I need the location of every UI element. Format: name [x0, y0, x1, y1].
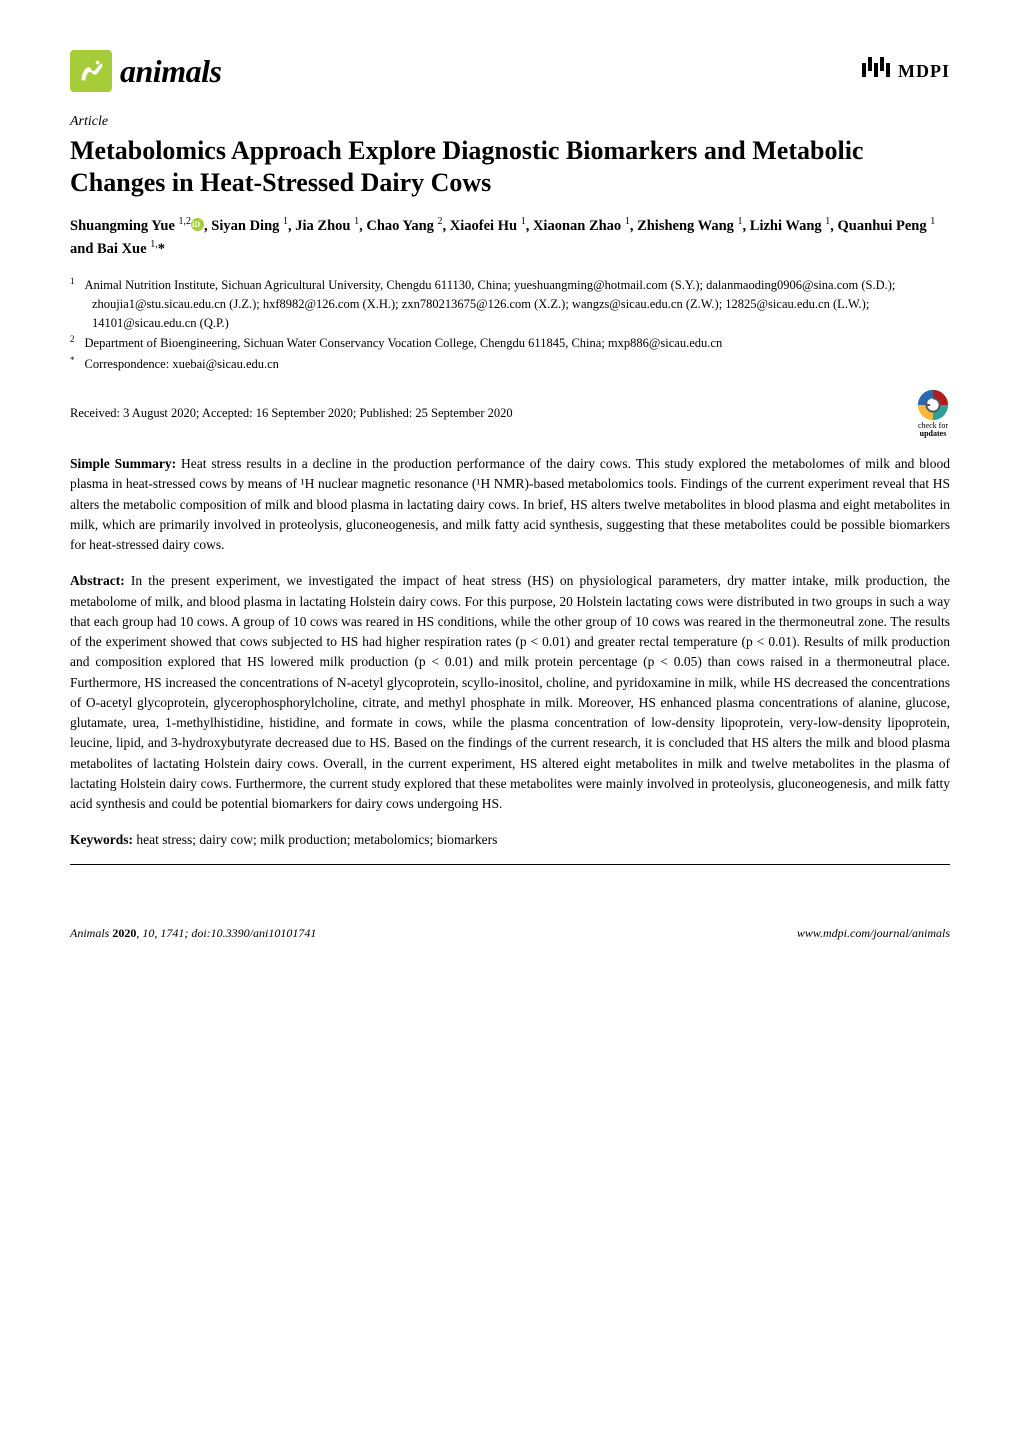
keywords-text: heat stress; dairy cow; milk production;… [133, 832, 497, 847]
publisher-name: MDPI [898, 58, 950, 84]
abstract-text: In the present experiment, we investigat… [70, 573, 950, 811]
affiliations-block: 1Animal Nutrition Institute, Sichuan Agr… [92, 275, 950, 374]
orcid-icon[interactable] [191, 218, 204, 231]
publisher-logo: MDPI [858, 53, 950, 89]
author-name: , Lizhi Wang [743, 218, 826, 234]
author-name: , Zhisheng Wang [630, 218, 738, 234]
check-updates-icon [916, 388, 950, 422]
author-name: , Siyan Ding [204, 218, 283, 234]
article-type: Article [70, 112, 950, 132]
article-title: Metabolomics Approach Explore Diagnostic… [70, 135, 950, 200]
keywords-rule [70, 864, 950, 865]
received-accepted-published: Received: 3 August 2020; Accepted: 16 Se… [70, 404, 513, 422]
page-footer: Animals 2020, 10, 1741; doi:10.3390/ani1… [70, 925, 950, 942]
author-name: , Xiaonan Zhao [526, 218, 625, 234]
affil-marker: 2 [70, 334, 75, 344]
simple-summary-label: Simple Summary: [70, 456, 176, 471]
simple-summary-text: Heat stress results in a decline in the … [70, 456, 950, 552]
mdpi-mark-icon [858, 53, 894, 89]
author-name: Shuangming Yue [70, 218, 179, 234]
simple-summary: Simple Summary: Heat stress results in a… [70, 454, 950, 555]
footer-url[interactable]: www.mdpi.com/journal/animals [797, 925, 950, 942]
affiliation-text: Animal Nutrition Institute, Sichuan Agri… [85, 278, 896, 330]
check-for-updates-badge[interactable]: check forupdates [916, 388, 950, 438]
footer-year: 2020 [112, 926, 136, 940]
author-list: Shuangming Yue 1,2 , Siyan Ding 1 , Jia Zh… [70, 214, 950, 261]
footer-citation: Animals 2020, 10, 1741; doi:10.3390/ani1… [70, 925, 316, 942]
header-row: animals MDPI [70, 48, 950, 94]
affil-marker: * [70, 355, 75, 365]
author-name: , Quanhui Peng [830, 218, 930, 234]
author-name: , Jia Zhou [288, 218, 354, 234]
keywords-label: Keywords: [70, 832, 133, 847]
affiliation-text: Department of Bioengineering, Sichuan Wa… [85, 336, 723, 350]
affil-sup: 1 [930, 216, 935, 227]
footer-vol-doi: , 10, 1741; doi:10.3390/ani10101741 [136, 926, 316, 940]
keywords: Keywords: heat stress; dairy cow; milk p… [70, 830, 950, 865]
dates-row: Received: 3 August 2020; Accepted: 16 Se… [70, 388, 950, 438]
author-name: , Xiaofei Hu [443, 218, 521, 234]
affiliation-row: *Correspondence: xuebai@sicau.edu.cn [92, 354, 950, 374]
abstract: Abstract: In the present experiment, we … [70, 571, 950, 814]
affiliation-text: Correspondence: xuebai@sicau.edu.cn [85, 357, 279, 371]
author-name: , Chao Yang [359, 218, 437, 234]
check-updates-line2: updates [920, 429, 947, 438]
journal-logo-icon [70, 50, 112, 92]
footer-journal: Animals [70, 926, 112, 940]
corresponding-star: * [158, 241, 165, 257]
affiliation-row: 1Animal Nutrition Institute, Sichuan Agr… [92, 275, 950, 332]
affil-sup: 1, [150, 239, 158, 250]
author-name: and Bai Xue [70, 241, 150, 257]
affiliation-row: 2Department of Bioengineering, Sichuan W… [92, 333, 950, 353]
abstract-label: Abstract: [70, 573, 125, 588]
affil-sup: 1,2 [179, 216, 192, 227]
affil-marker: 1 [70, 276, 75, 286]
journal-logo: animals [70, 48, 221, 94]
journal-name: animals [120, 48, 221, 94]
check-updates-label: check forupdates [916, 422, 950, 438]
